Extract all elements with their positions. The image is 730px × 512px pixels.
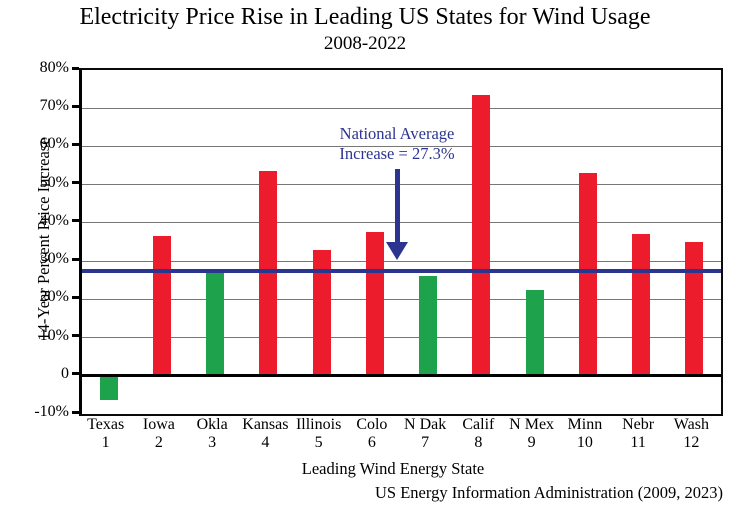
x-label-state: Okla bbox=[196, 416, 228, 433]
gridline-10 bbox=[82, 337, 721, 339]
x-label-rank: 1 bbox=[101, 434, 110, 451]
bar-texas bbox=[99, 377, 118, 401]
down-arrow-head-icon bbox=[386, 242, 408, 260]
y-tick-label-50: 50% bbox=[39, 173, 69, 191]
y-tick-label--10: -10% bbox=[34, 403, 69, 420]
bar-kansas bbox=[259, 171, 278, 376]
bar-wash bbox=[685, 242, 704, 376]
x-label-rank: 2 bbox=[154, 434, 163, 451]
x-label-rank: 9 bbox=[527, 434, 536, 451]
bar-colo bbox=[365, 232, 384, 376]
y-tick-mark-50 bbox=[72, 181, 79, 185]
bar-okla bbox=[206, 272, 225, 376]
y-tick-label-20: 20% bbox=[39, 288, 69, 306]
x-label-texas: Texas 1 bbox=[71, 416, 141, 451]
plot-area bbox=[79, 68, 723, 416]
bar-illinois bbox=[312, 249, 331, 376]
gridline-40 bbox=[82, 222, 721, 224]
chart-title: Electricity Price Rise in Leading US Sta… bbox=[79, 4, 651, 30]
x-label-rank: 11 bbox=[630, 434, 646, 451]
national-average-annotation: National Average Increase = 27.3% bbox=[339, 124, 454, 164]
annotation-line1: National Average bbox=[339, 124, 455, 143]
y-tick-mark--10 bbox=[72, 410, 79, 414]
x-label-rank: 3 bbox=[208, 434, 217, 451]
y-tick-label-10: 10% bbox=[39, 326, 69, 344]
y-tick-label-40: 40% bbox=[39, 211, 69, 229]
x-label-state: Iowa bbox=[142, 416, 175, 433]
bar-minn bbox=[578, 173, 597, 376]
bar-nebr bbox=[632, 234, 651, 376]
bar-n-dak bbox=[419, 276, 438, 376]
x-label-rank: 12 bbox=[683, 434, 700, 451]
x-label-state: Minn bbox=[567, 416, 603, 433]
annotation-line2: Increase = 27.3% bbox=[339, 144, 455, 163]
down-arrow-icon bbox=[395, 169, 400, 243]
y-tick-mark-40 bbox=[72, 219, 79, 223]
x-label-rank: 4 bbox=[261, 434, 270, 451]
gridline-60 bbox=[82, 145, 721, 147]
x-label-rank: 6 bbox=[367, 434, 376, 451]
gridline-20 bbox=[82, 298, 721, 300]
y-tick-mark-30 bbox=[72, 257, 79, 261]
source-attribution: US Energy Information Administration (20… bbox=[375, 483, 723, 502]
bar-iowa bbox=[152, 236, 171, 376]
y-tick-mark-70 bbox=[72, 104, 79, 108]
x-label-state: Nebr bbox=[622, 416, 655, 433]
x-label-n-mex: N Mex 9 bbox=[497, 416, 567, 451]
y-tick-label-80: 80% bbox=[39, 59, 69, 76]
x-label-minn: Minn 10 bbox=[550, 416, 620, 451]
x-label-rank: 7 bbox=[421, 434, 430, 451]
x-label-n-dak: N Dak 7 bbox=[390, 416, 460, 451]
y-tick-mark-10 bbox=[72, 334, 79, 338]
x-label-rank: 10 bbox=[576, 434, 593, 451]
y-tick-mark-80 bbox=[72, 66, 79, 70]
x-label-calif: Calif 8 bbox=[443, 416, 513, 451]
x-label-rank: 8 bbox=[474, 434, 483, 451]
chart-subtitle: 2008-2022 bbox=[323, 33, 407, 54]
gridline-30 bbox=[82, 260, 721, 262]
national-average-line bbox=[82, 269, 721, 274]
x-label-state: Calif bbox=[462, 416, 495, 433]
x-label-wash: Wash 12 bbox=[656, 416, 726, 451]
gridline-70 bbox=[82, 107, 721, 109]
x-label-okla: Okla 3 bbox=[177, 416, 247, 451]
x-label-state: Colo bbox=[356, 416, 388, 433]
x-label-iowa: Iowa 2 bbox=[124, 416, 194, 451]
x-label-illinois: Illinois 5 bbox=[284, 416, 354, 451]
x-label-nebr: Nebr 11 bbox=[603, 416, 673, 451]
y-tick-label-60: 60% bbox=[39, 135, 69, 153]
y-tick-label-30: 30% bbox=[39, 250, 69, 268]
y-tick-mark-60 bbox=[72, 142, 79, 146]
y-tick-mark-0 bbox=[72, 372, 79, 376]
x-label-state: Kansas bbox=[242, 416, 289, 433]
x-label-state: Texas bbox=[87, 416, 125, 433]
x-label-kansas: Kansas 4 bbox=[230, 416, 300, 451]
x-label-rank: 5 bbox=[314, 434, 323, 451]
y-tick-label-70: 70% bbox=[39, 97, 69, 115]
y-tick-mark-20 bbox=[72, 295, 79, 299]
zero-axis-line bbox=[82, 374, 721, 378]
y-tick-label-0: 0 bbox=[61, 364, 69, 382]
y-axis-title: 14-Year Percent Price Increase bbox=[34, 137, 53, 341]
x-axis-title: Leading Wind Energy State bbox=[301, 459, 485, 478]
x-label-state: Wash bbox=[673, 416, 709, 433]
bar-calif bbox=[472, 94, 491, 376]
x-label-colo: Colo 6 bbox=[337, 416, 407, 451]
x-label-state: N Mex bbox=[509, 416, 555, 433]
bar-n-mex bbox=[525, 289, 544, 376]
gridline-50 bbox=[82, 184, 721, 186]
x-label-state: N Dak bbox=[404, 416, 447, 433]
x-label-state: Illinois bbox=[295, 416, 342, 433]
